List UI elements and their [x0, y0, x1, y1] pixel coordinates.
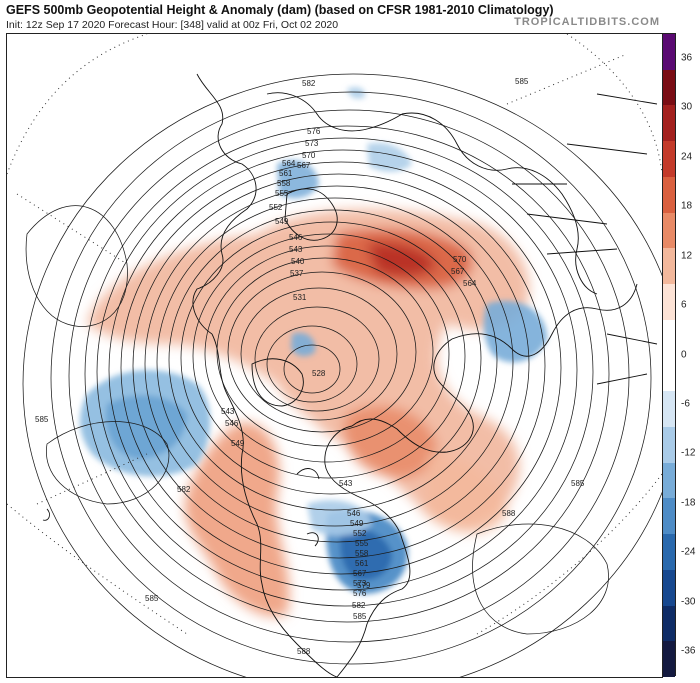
colorbar-tick-label: 18 — [681, 200, 693, 212]
contour-label: 585 — [145, 594, 159, 603]
contour-label: 570 — [302, 151, 316, 160]
colorbar-segment — [663, 355, 675, 392]
colorbar-segment — [663, 69, 675, 106]
colorbar-segment — [663, 426, 675, 464]
contour-label: 561 — [279, 169, 293, 178]
coastlines — [42, 73, 658, 677]
contour-label: 564 — [282, 159, 296, 168]
contour-label: 546 — [289, 233, 303, 242]
colorbar-segment — [663, 641, 675, 678]
colorbar-segment — [663, 605, 675, 642]
contour-label: 543 — [289, 245, 303, 254]
contour-label: 567 — [353, 569, 367, 578]
contour-label: 576 — [307, 127, 321, 136]
colorbar-segment — [663, 319, 675, 356]
contour-label: 555 — [355, 539, 369, 548]
colorbar-tick-label: -6 — [681, 398, 690, 410]
colorbar-segment — [663, 141, 675, 178]
contour-label: 588 — [297, 647, 311, 656]
contour-label: 549 — [275, 217, 289, 226]
contour-label: 582 — [352, 601, 366, 610]
contour-label: 552 — [269, 203, 283, 212]
colorbar-tick-label: -30 — [681, 596, 696, 608]
map-subtitle: Init: 12z Sep 17 2020 Forecast Hour: [34… — [6, 19, 339, 31]
contour-label: 567 — [451, 267, 465, 276]
colorbar-tick-label: 30 — [681, 101, 693, 113]
contour-label: 552 — [353, 529, 367, 538]
contour-label: 549 — [350, 519, 364, 528]
height-contours — [22, 73, 662, 677]
contour-labels: 582 576 573 570 567 564 561 558 555 552 … — [35, 77, 585, 656]
contour-label: 588 — [502, 509, 516, 518]
contour-label: 573 — [353, 579, 367, 588]
contour-label: 540 — [291, 257, 305, 266]
contour-label: 585 — [35, 415, 49, 424]
contour-label: 573 — [305, 139, 319, 148]
colorbar-segment — [663, 462, 675, 499]
contour-label: 582 — [177, 485, 191, 494]
contour-label: 561 — [355, 559, 369, 568]
colorbar-tick-label: 12 — [681, 250, 693, 262]
contour-label: 531 — [293, 293, 307, 302]
map-canvas: 582 576 573 570 567 564 561 558 555 552 … — [7, 34, 662, 677]
contour-label: 543 — [339, 479, 353, 488]
contour-label: 585 — [571, 479, 585, 488]
contour-label: 585 — [515, 77, 529, 86]
colorbar-segment — [663, 212, 675, 249]
colorbar-tick-label: 36 — [681, 52, 693, 64]
contour-label: 585 — [353, 612, 367, 621]
contour-label: 546 — [225, 419, 239, 428]
map-panel: 582 576 573 570 567 564 561 558 555 552 … — [6, 33, 663, 678]
contour-label: 558 — [277, 179, 291, 188]
contour-label: 537 — [290, 269, 304, 278]
colorbar-tick-label: -18 — [681, 497, 696, 509]
colorbar-tick-label: 0 — [681, 349, 687, 360]
colorbar-tick-label: -36 — [681, 645, 696, 657]
map-title: GEFS 500mb Geopotential Height & Anomaly… — [6, 3, 554, 17]
contour-label: 549 — [231, 439, 245, 448]
colorbar-tick-label: 24 — [681, 151, 693, 163]
contour-label: 570 — [453, 255, 467, 264]
colorbar-tick-label: -24 — [681, 546, 696, 558]
colorbar-segment — [663, 176, 675, 214]
contour-label: 582 — [302, 79, 316, 88]
contour-label: 543 — [221, 407, 235, 416]
contour-label: 528 — [312, 369, 326, 378]
colorbar-segment — [663, 391, 675, 428]
colorbar-segment — [663, 34, 675, 71]
contour-label: 564 — [463, 279, 477, 288]
colorbar-tick-label: 6 — [681, 299, 687, 311]
colorbar-segment — [663, 534, 675, 571]
contour-label: 567 — [297, 161, 311, 170]
brand-watermark: TROPICALTIDBITS.COM — [514, 16, 660, 28]
anomaly-colorbar — [662, 33, 676, 678]
contour-label: 579 — [357, 581, 371, 590]
contour-label: 555 — [275, 189, 289, 198]
contour-label: 576 — [353, 589, 367, 598]
colorbar-segment — [663, 105, 675, 142]
contour-label: 558 — [355, 549, 369, 558]
colorbar-segment — [663, 284, 675, 321]
contour-label: 546 — [347, 509, 361, 518]
colorbar-segment — [663, 569, 675, 607]
colorbar-segment — [663, 498, 675, 535]
colorbar-tick-label: -12 — [681, 447, 696, 459]
colorbar-segment — [663, 248, 675, 285]
